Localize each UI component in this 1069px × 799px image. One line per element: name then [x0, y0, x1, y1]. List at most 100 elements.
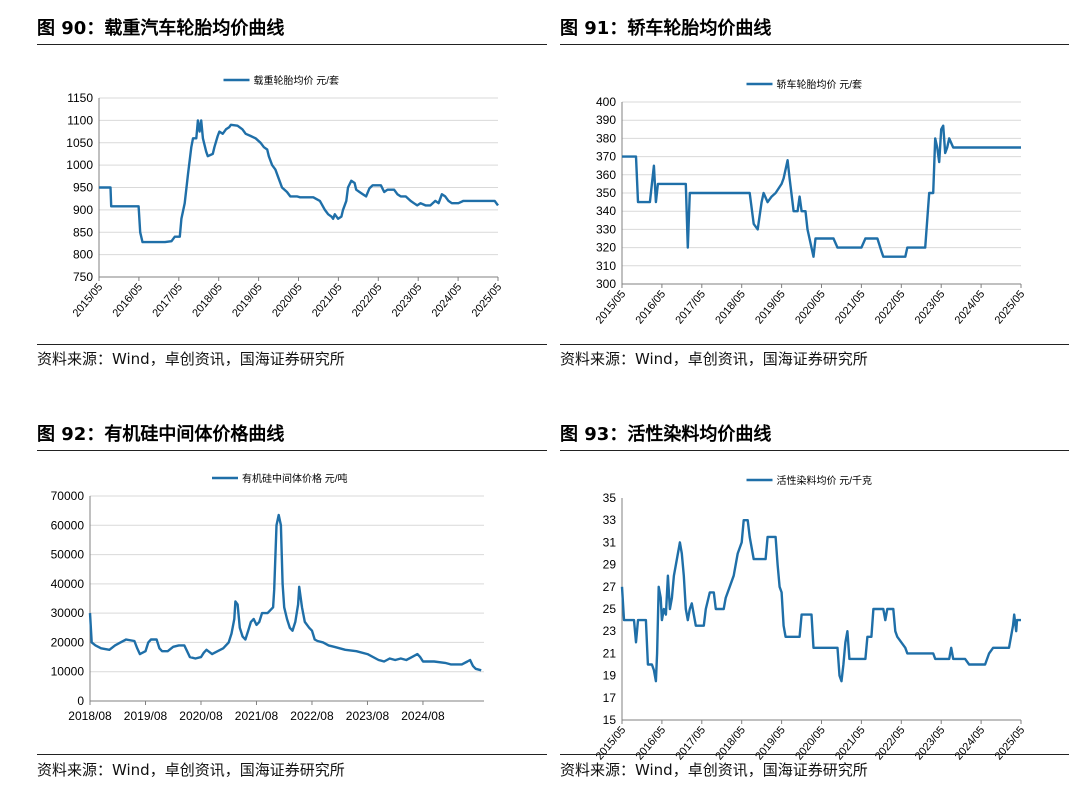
y-tick-label: 380 [596, 131, 616, 145]
source-rule [37, 344, 547, 345]
y-tick-label: 21 [603, 646, 617, 660]
y-tick-label: 19 [603, 669, 617, 683]
y-tick-label: 31 [603, 535, 617, 549]
x-tick-label: 2017/05 [673, 724, 708, 762]
series-line [620, 519, 1021, 683]
x-tick-label: 2018/05 [713, 724, 748, 762]
y-tick-label: 1050 [66, 136, 93, 150]
series-line [622, 124, 1021, 258]
y-tick-label: 25 [603, 602, 617, 616]
y-tick-label: 310 [596, 259, 616, 273]
chart-svg: 750 800 850 900 950 1000 1050 1100 1150 2015/05 20… [66, 74, 505, 319]
x-tick-label: 2024/05 [430, 281, 465, 319]
y-tick-label: 0 [77, 694, 84, 708]
x-tick-label: 2025/05 [470, 281, 505, 319]
title-rule [560, 450, 1069, 451]
y-tick-label: 390 [596, 113, 616, 127]
y-tick-label: 350 [596, 186, 616, 200]
legend-label: 有机硅中间体价格 元/吨 [242, 472, 348, 485]
x-tick-label: 2019/08 [124, 709, 168, 723]
y-tick-label: 1150 [67, 91, 93, 105]
chart-title: 图 93：活性染料均价曲线 [560, 424, 772, 445]
y-tick-label: 40000 [51, 577, 85, 591]
y-tick-label: 320 [596, 241, 616, 255]
x-tick-label: 2022/08 [290, 709, 334, 723]
chart-source: 资料来源：Wind，卓创资讯，国海证券研究所 [560, 350, 868, 368]
chart-source: 资料来源：Wind，卓创资讯，国海证券研究所 [37, 350, 345, 368]
title-rule [37, 450, 547, 451]
y-tick-label: 800 [73, 248, 93, 262]
x-tick-label: 2024/08 [401, 709, 445, 723]
x-tick-label: 2023/05 [390, 281, 425, 319]
chart-title: 图 91：轿车轮胎均价曲线 [560, 18, 772, 39]
y-tick-label: 1100 [67, 113, 93, 127]
y-tick-label: 850 [73, 225, 93, 239]
x-tick-label: 2023/05 [913, 288, 948, 326]
x-tick-label: 2015/05 [594, 724, 629, 762]
y-tick-label: 27 [603, 580, 617, 594]
y-tick-label: 35 [603, 491, 617, 505]
y-tick-label: 750 [73, 270, 93, 284]
x-tick-label: 2018/08 [68, 709, 112, 723]
y-tick-label: 50000 [51, 548, 85, 562]
y-tick-label: 15 [603, 713, 617, 727]
legend-label: 载重轮胎均价 元/套 [254, 74, 340, 87]
x-tick-label: 2021/05 [833, 288, 868, 326]
x-tick-label: 2020/05 [793, 288, 828, 326]
y-tick-label: 33 [603, 513, 617, 527]
x-tick-label: 2017/05 [673, 288, 708, 326]
x-tick-label: 2023/08 [346, 709, 390, 723]
legend-label: 轿车轮胎均价 元/套 [777, 78, 863, 91]
chart-title: 图 90：载重汽车轮胎均价曲线 [37, 18, 285, 39]
x-tick-label: 2024/05 [953, 288, 988, 326]
y-tick-label: 400 [596, 95, 616, 109]
y-tick-label: 900 [73, 203, 93, 217]
chart-source: 资料来源：Wind，卓创资讯，国海证券研究所 [560, 761, 868, 779]
chart-source: 资料来源：Wind，卓创资讯，国海证券研究所 [37, 761, 345, 779]
x-tick-label: 2015/05 [594, 288, 629, 326]
chart-title: 图 92：有机硅中间体价格曲线 [37, 424, 285, 445]
x-tick-label: 2021/05 [833, 724, 868, 762]
x-tick-label: 2019/05 [753, 724, 788, 762]
title-rule [560, 44, 1069, 45]
source-rule [560, 344, 1069, 345]
chart-svg: 15 17 19 21 23 25 27 29 31 33 35 2015/05 2016/05 2017… [594, 474, 1028, 762]
title-rule [37, 44, 547, 45]
source-rule [560, 754, 1069, 755]
x-tick-label: 2016/05 [633, 288, 668, 326]
x-tick-label: 2021/08 [235, 709, 279, 723]
source-rule [37, 754, 547, 755]
series-line [99, 119, 499, 244]
x-tick-label: 2016/05 [633, 724, 668, 762]
x-tick-label: 2022/05 [873, 288, 908, 326]
chart-svg: 300 310 320 330 340 350 360 370 380 390 400 2015/05… [594, 78, 1028, 326]
x-tick-label: 2018/05 [190, 281, 225, 319]
y-tick-label: 17 [603, 691, 617, 705]
x-tick-label: 2018/05 [713, 288, 748, 326]
y-tick-label: 20000 [51, 635, 85, 649]
y-tick-label: 950 [73, 181, 93, 195]
legend-label: 活性染料均价 元/千克 [777, 474, 873, 487]
x-tick-label: 2025/05 [993, 288, 1028, 326]
x-tick-label: 2024/05 [953, 724, 988, 762]
y-tick-label: 23 [603, 624, 617, 638]
x-tick-label: 2015/05 [71, 281, 106, 319]
x-tick-label: 2021/05 [310, 281, 345, 319]
y-tick-label: 300 [596, 277, 616, 291]
x-tick-label: 2025/05 [993, 724, 1028, 762]
y-tick-label: 10000 [51, 665, 85, 679]
x-tick-label: 2017/05 [150, 281, 185, 319]
y-tick-label: 70000 [51, 489, 85, 503]
y-tick-label: 29 [603, 558, 617, 572]
x-tick-label: 2020/08 [179, 709, 223, 723]
y-tick-label: 370 [596, 150, 616, 164]
y-tick-label: 60000 [51, 518, 85, 532]
x-tick-label: 2019/05 [753, 288, 788, 326]
x-tick-label: 2022/05 [350, 281, 385, 319]
chart-svg: 0 10000 20000 30000 40000 50000 60000 70000 2018… [51, 472, 484, 723]
x-tick-label: 2022/05 [873, 724, 908, 762]
series-line [88, 513, 482, 672]
y-tick-label: 1000 [66, 158, 93, 172]
x-tick-label: 2023/05 [913, 724, 948, 762]
y-tick-label: 360 [596, 168, 616, 182]
